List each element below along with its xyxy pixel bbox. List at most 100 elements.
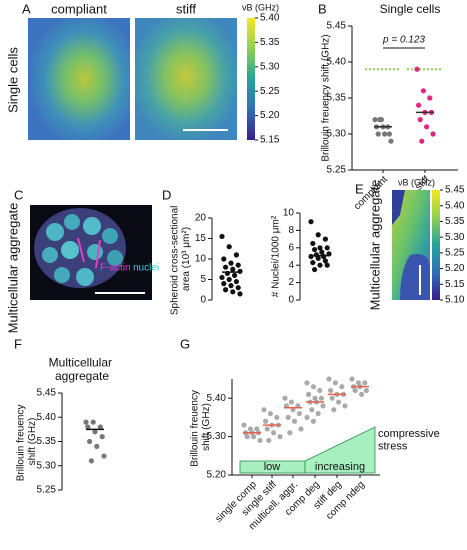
y-tick-label: 5.45: [37, 388, 57, 399]
data-point: [310, 259, 316, 266]
y-tick-label: 5.25: [327, 165, 347, 176]
data-point: [420, 88, 426, 94]
channel-label: F-actin: [100, 263, 131, 274]
data-point: [97, 424, 103, 430]
data-point: [233, 278, 239, 285]
panel-letter: D: [162, 187, 171, 202]
data-point: [219, 274, 225, 281]
data-point: [88, 458, 94, 464]
data-point: [424, 124, 430, 130]
y-axis-label: # Nuclei/1000 μm²: [271, 215, 282, 297]
heatmap-image: [392, 190, 430, 300]
image-label: Multicellular aggregate: [367, 180, 382, 311]
y-tick-label: 5.40: [37, 412, 57, 423]
heatmap-image: [135, 18, 237, 140]
data-point: [221, 281, 227, 287]
data-point: [315, 410, 321, 417]
data-point: [308, 219, 314, 225]
data-point: [336, 399, 342, 405]
y-tick-label: 5.30: [327, 129, 347, 140]
chart-title: Multicellular aggregate: [49, 356, 116, 384]
data-point: [317, 387, 323, 394]
data-point: [230, 289, 236, 295]
data-point: [310, 418, 316, 424]
data-point: [320, 403, 326, 409]
tick-label: 5.20: [260, 110, 280, 121]
data-point: [226, 276, 232, 283]
data-point: [235, 262, 241, 268]
data-point: [266, 437, 272, 444]
data-point: [101, 453, 107, 459]
colorbar: [432, 190, 440, 300]
panel-letter: E: [355, 181, 364, 196]
data-point: [235, 285, 241, 291]
tick-label: 5.15: [260, 135, 280, 146]
data-point: [233, 252, 239, 258]
data-point: [352, 387, 358, 394]
tick-label: 5.10: [445, 295, 465, 306]
annotation: low: [264, 461, 281, 473]
data-point: [237, 268, 243, 274]
data-point: [322, 258, 328, 264]
y-axis-label: Brillouin freuency shift (GHz): [189, 387, 212, 466]
y-tick-label: 5.40: [207, 393, 227, 404]
tick-label: 5.40: [445, 200, 465, 211]
data-point: [309, 407, 315, 413]
colorbar-title: νB (GHz): [398, 177, 435, 187]
tick-label: 5.25: [260, 86, 280, 97]
data-point: [386, 131, 392, 137]
y-tick-label: 5.20: [207, 470, 227, 481]
panel-letter: A: [22, 1, 31, 16]
data-point: [223, 264, 229, 270]
data-point: [382, 131, 388, 137]
data-point: [219, 233, 225, 240]
data-point: [339, 384, 345, 390]
annotation: increasing: [315, 461, 365, 473]
data-point: [251, 434, 257, 440]
data-point: [377, 117, 383, 123]
image-label: compliant: [51, 1, 107, 16]
y-tick-label: 0: [288, 295, 294, 306]
data-point: [264, 426, 270, 432]
panel-letter: G: [180, 336, 190, 351]
data-point: [226, 244, 232, 250]
tick-label: 5.20: [445, 263, 465, 274]
data-point: [322, 236, 328, 242]
data-point: [87, 438, 93, 445]
tick-label: 5.30: [260, 61, 280, 72]
data-point: [328, 387, 334, 394]
stress-wedge: [304, 426, 376, 474]
data-point: [237, 291, 243, 297]
data-point: [261, 407, 267, 413]
data-point: [228, 260, 234, 266]
data-point: [304, 380, 310, 386]
data-point: [99, 434, 105, 440]
panel-letter: C: [14, 187, 23, 202]
data-point: [315, 255, 321, 261]
y-axis-label: Brillouin freuency shift (GHz): [15, 402, 38, 481]
data-point: [427, 95, 433, 101]
data-point: [318, 395, 324, 401]
data-point: [324, 245, 330, 251]
row-label: Multicellular aggregate: [5, 203, 20, 334]
data-point: [315, 232, 321, 238]
y-tick-label: 10: [283, 208, 295, 219]
row-label: Single cells: [5, 47, 20, 113]
colorbar: [247, 18, 255, 140]
data-point: [331, 407, 337, 413]
data-point: [329, 395, 335, 401]
data-point: [310, 384, 316, 390]
data-point: [271, 430, 277, 436]
tick-label: 5.15: [445, 279, 465, 290]
y-tick-label: 5.45: [327, 21, 347, 32]
y-tick-label: 5.25: [37, 485, 57, 496]
y-tick-label: 0: [200, 295, 206, 306]
data-point: [94, 443, 100, 449]
data-point: [324, 262, 330, 268]
data-point: [257, 437, 263, 444]
tick-label: 5.35: [260, 37, 280, 48]
data-point: [417, 117, 423, 123]
data-point: [221, 256, 227, 262]
data-point: [362, 380, 368, 386]
